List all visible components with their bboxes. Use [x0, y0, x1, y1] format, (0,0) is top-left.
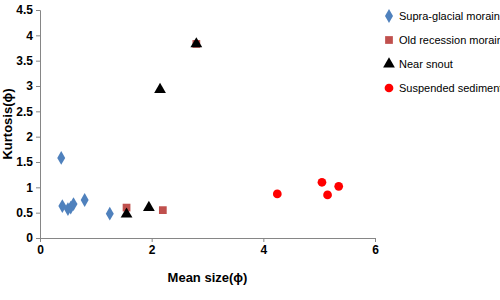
series [273, 178, 343, 199]
y-tick: 2.5 [16, 105, 40, 119]
legend-item: Suspended sediments [385, 82, 500, 94]
legend-label: Old recession moraine [399, 34, 500, 46]
y-tick-mark [36, 137, 40, 138]
y-axis: 0 0.5 1 1.5 2 2.5 3 3.5 4 4.5 [16, 3, 40, 245]
y-tick: 3 [26, 79, 40, 93]
y-axis-title: Kurtosis(ϕ) [0, 88, 15, 159]
point [323, 191, 332, 200]
y-tick-label: 2.5 [16, 105, 33, 119]
series [121, 37, 203, 217]
y-tick: 2 [26, 130, 40, 144]
y-tick-mark [36, 213, 40, 214]
point [273, 190, 282, 199]
legend-label: Suspended sediments [399, 82, 500, 94]
y-tick-mark [36, 187, 40, 188]
x-tick-label: 2 [149, 243, 156, 257]
x-tick: 6 [372, 238, 379, 257]
point [159, 206, 167, 214]
y-tick-label: 1.5 [16, 155, 33, 169]
chart-svg: 0 2 4 6 0 0.5 1 1.5 2 2.5 3 3.5 4 4.5 Mean size(ϕ) Kurt… [0, 0, 500, 300]
y-tick-mark [36, 238, 40, 239]
y-axis-line [36, 11, 41, 239]
marks [57, 37, 343, 220]
point [57, 151, 65, 165]
x-tick: 2 [149, 238, 156, 257]
point [81, 193, 89, 207]
y-tick-mark [36, 162, 40, 163]
y-tick-label: 3.5 [16, 54, 33, 68]
series [123, 40, 201, 214]
y-tick: 3.5 [16, 54, 40, 68]
point [70, 197, 78, 211]
y-tick-mark [36, 86, 40, 87]
y-tick: 0.5 [16, 206, 40, 220]
y-tick-label: 0.5 [16, 206, 33, 220]
y-tick-mark [36, 10, 40, 11]
x-tick-mark [152, 238, 153, 242]
x-tick-mark [375, 238, 376, 242]
legend-symbol [385, 9, 393, 23]
x-tick: 4 [260, 238, 267, 257]
y-tick-label: 4 [26, 29, 33, 43]
legend-item: Near snout [383, 57, 453, 70]
y-tick-label: 2 [26, 130, 33, 144]
series [57, 151, 114, 221]
y-tick-label: 4.5 [16, 3, 33, 17]
y-tick: 4 [26, 29, 40, 43]
point [318, 178, 327, 187]
x-tick-mark [263, 238, 264, 242]
legend-symbol [383, 57, 395, 67]
y-tick: 1 [26, 181, 40, 195]
x-axis: 0 2 4 6 [37, 238, 379, 257]
plot-area: 0 2 4 6 0 0.5 1 1.5 2 2.5 3 3.5 4 4.5 [16, 3, 379, 256]
point [154, 83, 166, 93]
y-tick-label: 0 [26, 231, 33, 245]
legend-item: Supra-glacial moraine [385, 9, 500, 23]
legend-symbol [385, 36, 393, 44]
y-tick-label: 3 [26, 79, 33, 93]
y-tick: 4.5 [16, 3, 40, 17]
point [106, 207, 114, 221]
legend-label: Near snout [399, 58, 453, 70]
chart-container: 0 2 4 6 0 0.5 1 1.5 2 2.5 3 3.5 4 4.5 Mean size(ϕ) Kurt… [0, 0, 500, 300]
x-tick: 0 [37, 238, 44, 257]
y-tick: 1.5 [16, 155, 40, 169]
legend-symbol [385, 84, 394, 93]
y-tick: 0 [26, 231, 40, 245]
x-axis-line [41, 239, 376, 243]
y-tick-mark [36, 35, 40, 36]
point [143, 201, 155, 211]
legend: Supra-glacial moraine Old recession morai… [383, 9, 500, 94]
y-tick-label: 1 [26, 181, 33, 195]
legend-item: Old recession moraine [385, 34, 500, 46]
x-tick-label: 4 [260, 243, 267, 257]
point [334, 182, 343, 191]
y-tick-mark [36, 111, 40, 112]
point [121, 207, 133, 217]
legend-label: Supra-glacial moraine [399, 10, 500, 22]
point [190, 37, 202, 47]
y-tick-mark [36, 61, 40, 62]
x-tick-label: 0 [37, 243, 44, 257]
x-tick-label: 6 [372, 243, 379, 257]
x-axis-title: Mean size(ϕ) [168, 270, 248, 285]
